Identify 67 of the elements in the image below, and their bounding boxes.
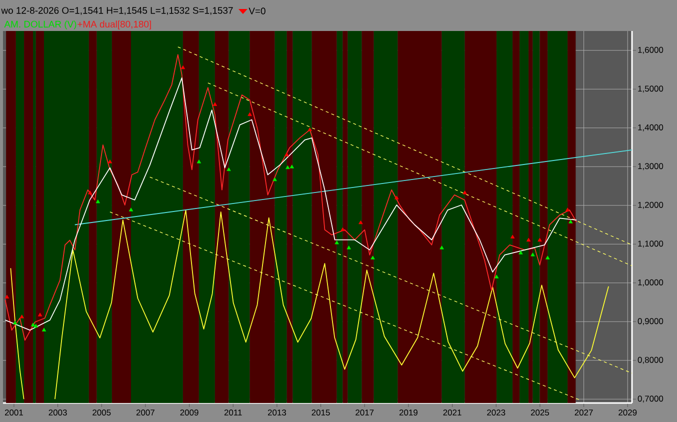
x-tick-label: 2009 [180,410,198,416]
point [568,220,573,224]
x-tick-label: 2013 [268,410,286,416]
point [108,160,112,164]
point [546,256,550,260]
y-tick-label: 1,2000 [638,202,664,209]
y-tick-label: 1,6000 [638,46,664,54]
point [530,252,535,256]
point [128,208,134,212]
point [510,234,515,238]
point [308,127,312,132]
x-tick-label: 2019 [399,410,418,416]
point [248,112,252,116]
y-tick-label: 0,7000 [638,396,664,403]
x-tick-label: 2007 [136,410,154,416]
point [212,102,218,106]
y-tick-label: 0,9000 [638,318,664,326]
point [370,256,375,260]
y-tick-label: 1,5000 [638,86,664,93]
point [38,312,42,316]
point [290,164,294,168]
point [4,294,10,299]
point [180,65,186,70]
chart-title: wo 12-8-2026 O=1,1541 H=1,1545 L=1,1532 S=1,1537 [1,7,233,15]
point [34,324,38,328]
y-tick-label: 0,8000 [638,356,664,364]
point [12,320,18,324]
chart-subtitle: AM. DOLLAR (V) [4,20,76,30]
point [20,314,24,318]
point [272,177,277,182]
point [538,238,542,242]
point [30,322,36,326]
point [358,220,363,224]
point [284,152,289,156]
point [518,250,523,254]
text: +MA dual[80,180] [78,20,151,30]
point [96,199,100,204]
point [340,227,345,232]
point [88,190,92,194]
point [565,208,570,212]
point [526,238,531,242]
point [42,328,46,332]
y-tick-label: 1,0000 [638,279,664,286]
point [462,190,467,194]
y-tick-label: 1,3000 [638,163,664,170]
x-tick-label: 2003 [48,410,67,416]
point [494,274,499,278]
point [394,196,399,200]
point [334,240,339,244]
point [440,246,444,250]
x-tick-label: 2025 [530,410,550,416]
x-tick-label: 2029 [618,410,637,416]
x-tick-label: 2015 [312,410,330,416]
x-tick-label: 2023 [487,410,506,416]
y-tick-label: 1,1000 [638,240,664,248]
x-tick-label: 2001 [4,410,23,416]
x-tick-label: 2021 [443,410,462,416]
x-tick-label: 2005 [92,410,111,416]
text: V=0 [248,8,266,14]
x-tick-label: 2011 [224,410,242,416]
point [346,246,351,250]
x-tick-label: 2027 [574,410,593,416]
point [286,165,290,170]
y-tick-label: 1,4000 [638,124,664,132]
x-tick-label: 2017 [356,410,374,416]
point [196,160,202,164]
point [226,167,231,172]
